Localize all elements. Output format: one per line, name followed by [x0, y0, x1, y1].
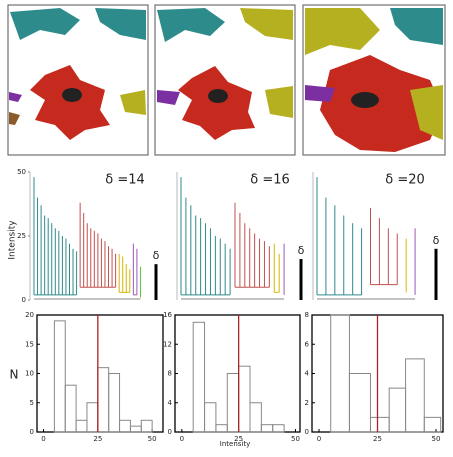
y-tick-label: 15 [25, 340, 34, 348]
histogram-bar [119, 419, 131, 433]
x-tick-label: 0 [317, 435, 321, 443]
delta-label: δ =20 [385, 173, 425, 188]
histogram-bar [204, 402, 217, 433]
histogram-bar [53, 320, 66, 433]
y-tick-label: 25 [17, 232, 26, 240]
histogram-bar [86, 402, 99, 433]
histogram-bar [215, 424, 228, 433]
delta-bar-label: δ [153, 249, 160, 262]
histogram-bar [97, 367, 110, 433]
x-tick-label: 25 [234, 435, 243, 443]
histogram-bar [260, 424, 274, 433]
histogram-bar [249, 402, 262, 433]
y-tick-label: 8 [168, 370, 172, 378]
y-tick-label: 4 [305, 370, 310, 378]
y-tick-label: 5 [30, 399, 34, 407]
histogram-bar [405, 358, 425, 433]
y-tick-label: 10 [25, 370, 34, 378]
histogram-bar [423, 416, 442, 433]
x-tick-label: 50 [432, 435, 441, 443]
histogram-bar [75, 419, 88, 433]
hist-y-label: N [10, 368, 19, 382]
histogram-bar [226, 373, 240, 433]
y-tick-label: 16 [163, 311, 172, 319]
delta-label: δ =14 [105, 173, 145, 188]
x-tick-label: 0 [41, 435, 45, 443]
y-tick-label: 0 [22, 296, 26, 304]
histogram-bar [272, 424, 285, 433]
histogram-bar [140, 419, 153, 433]
histogram-bar [238, 365, 251, 433]
histogram-bar [64, 384, 77, 433]
x-tick-label: 50 [291, 435, 300, 443]
segmentation-image [154, 4, 296, 156]
histogram-bar [108, 373, 121, 433]
histogram-bar [192, 321, 206, 433]
segmentation-image [7, 4, 149, 156]
y-tick-label: 20 [25, 311, 34, 319]
y-tick-label: 6 [305, 340, 310, 348]
histogram-bar [369, 416, 390, 433]
x-tick-label: 50 [148, 435, 157, 443]
histogram-bar [129, 425, 142, 433]
y-tick-label: 4 [168, 399, 173, 407]
y-tick-label: 8 [305, 311, 309, 319]
x-tick-label: 0 [180, 435, 184, 443]
plot-frame [36, 314, 164, 433]
delta-label: δ =16 [250, 173, 290, 188]
y-tick-label: 0 [305, 428, 309, 436]
histogram-bar [330, 314, 350, 433]
histogram-bar [348, 373, 371, 433]
delta-bar-label: δ [298, 244, 305, 257]
y-tick-label: 12 [163, 340, 172, 348]
x-tick-label: 25 [373, 435, 382, 443]
histogram-bar [388, 387, 407, 433]
y-tick-label: 0 [30, 428, 34, 436]
y-tick-label: 50 [17, 168, 26, 176]
y-tick-label: 2 [305, 399, 309, 407]
x-tick-label: 25 [93, 435, 102, 443]
hist-x-label: Intensity [220, 440, 250, 448]
y-axis-label: Intensity [8, 220, 18, 260]
y-tick-label: 0 [168, 428, 172, 436]
segmentation-image [302, 4, 446, 156]
delta-bar-label: δ [433, 234, 440, 247]
